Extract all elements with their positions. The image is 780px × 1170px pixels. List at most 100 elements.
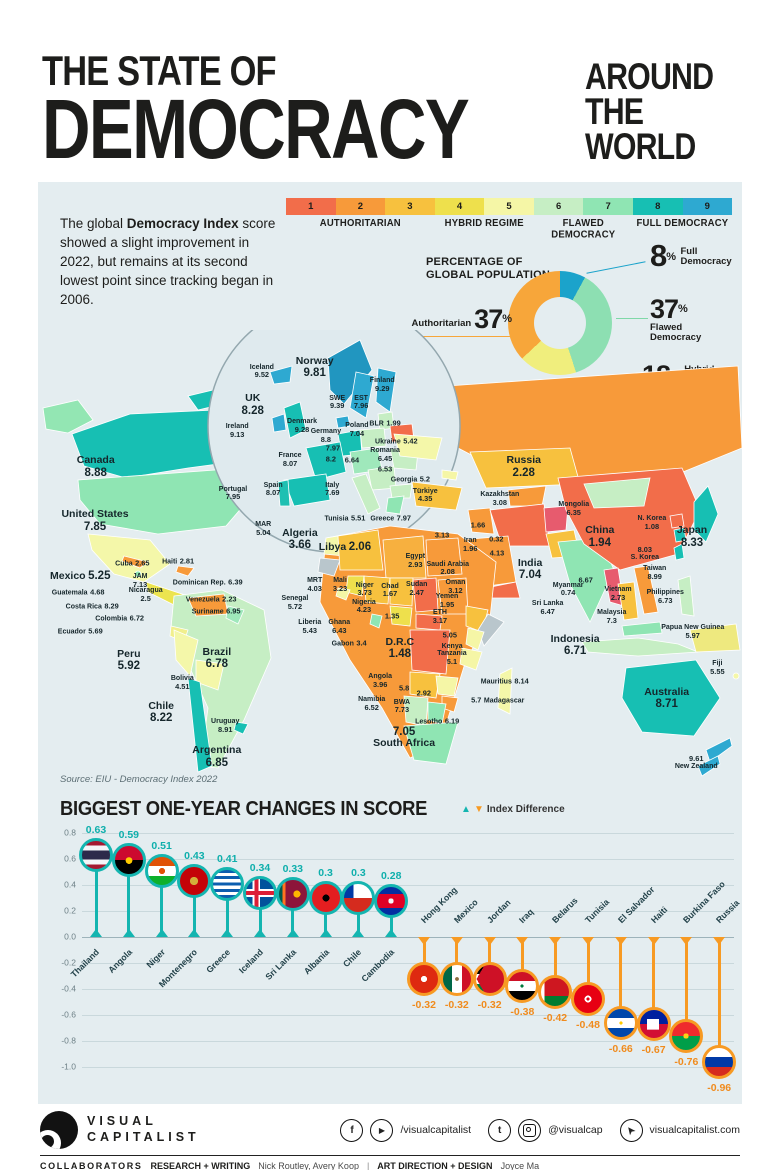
- axis-marker-niger: [155, 929, 168, 937]
- map-label-6-53: 6.53: [377, 464, 393, 474]
- youtube-icon[interactable]: ▶: [370, 1118, 394, 1142]
- value-label-el-salvador: -0.66: [608, 1042, 633, 1055]
- chile-shape: [187, 677, 213, 773]
- flag-icon-iceland: [243, 875, 277, 910]
- map-label-canada: Canada 8.88: [76, 454, 115, 479]
- source-note: Source: EIU - Democracy Index 2022: [60, 774, 218, 785]
- axis-marker-albania: [319, 929, 332, 937]
- twitter-handle[interactable]: @visualcap: [548, 1124, 603, 1136]
- stem-mexico: [455, 937, 459, 979]
- map-label-haiti: Haiti 2.81: [162, 556, 195, 566]
- stem-haiti: [652, 937, 656, 1025]
- legend-group-flawed-democracy: FLAWED DEMOCRACY: [551, 217, 616, 241]
- map-label-ecuador: Ecuador 5.69: [57, 626, 103, 636]
- flag-icon-jordan: [472, 961, 507, 996]
- art-direction-names: Joyce Ma: [500, 1161, 540, 1170]
- intro-bold: Democracy Index: [126, 215, 239, 231]
- map-label-8-2: 8.2: [325, 454, 336, 464]
- website-link[interactable]: visualcapitalist.com: [649, 1124, 740, 1136]
- category-label-russia: Russia: [714, 897, 742, 925]
- flag-icon-burkina-faso: [669, 1018, 704, 1053]
- brand: VISUAL CAPITALIST: [40, 1111, 200, 1149]
- instagram-icon[interactable]: [518, 1118, 542, 1142]
- gridline-0.8: [82, 833, 734, 834]
- map-label-5-05: 5.05: [442, 630, 458, 640]
- callout-line-flawed: [616, 318, 648, 319]
- legend-cell-1: 1: [286, 198, 336, 215]
- map-label-jam: JAM 7.13: [132, 573, 148, 589]
- flag-icon-montenegro: [177, 864, 212, 899]
- legend-group-full-democracy: FULL DEMOCRACY: [636, 217, 729, 229]
- africa: [317, 525, 513, 765]
- map-label-mongolia: Mongolia 6.35: [558, 501, 590, 517]
- value-label-hong-kong: -0.32: [412, 998, 436, 1011]
- flag-icon-haiti: [636, 1007, 671, 1042]
- libya-shape: [382, 535, 427, 579]
- map-label-nigeria: Nigeria 4.23: [352, 599, 376, 615]
- map-label-liberia: Liberia 5.43: [298, 619, 322, 635]
- flag-icon-greece: [210, 866, 245, 901]
- map-labels: Iceland 9.52 Norway 9.81 UK 8.28 Ireland 9.13 De…: [38, 330, 742, 800]
- map-label-japan: Japan 8.33: [676, 524, 708, 549]
- category-label-mexico: Mexico: [451, 897, 480, 925]
- europe-lens: [207, 330, 463, 553]
- map-label-swe: SWE 9.39: [329, 395, 346, 411]
- value-label-haiti: -0.67: [641, 1044, 666, 1057]
- map-label-denmark: Denmark 9.28: [287, 418, 317, 435]
- flag-icon-mexico: [439, 961, 474, 996]
- gridline--0.2: [82, 963, 734, 964]
- ytick-0.0: 0.0: [64, 931, 76, 942]
- category-label-belarus: Belarus: [550, 895, 580, 925]
- collaborators-row: COLLABORATORS RESEARCH + WRITING Nick Ro…: [40, 1155, 740, 1170]
- category-label-burkina-faso: Burkina Faso: [681, 879, 728, 925]
- flag-icon-tunisia: [571, 982, 605, 1017]
- map-label-france: France 8.07: [278, 452, 302, 468]
- map-label-1-66: 1.66: [470, 520, 486, 530]
- visualcapitalist-logo: [40, 1111, 78, 1149]
- research-writing-names: Nick Routley, Avery Koop: [258, 1161, 359, 1170]
- map-label-iceland: Iceland 9.52: [249, 364, 274, 380]
- map-label-germany: Germany 8.8: [310, 428, 342, 444]
- map-label-niger: Niger 3.73: [355, 582, 374, 598]
- axis-marker-sri-lanka: [286, 929, 299, 937]
- up-triangle-icon: ▲: [461, 804, 471, 815]
- gridline--0.8: [82, 1041, 734, 1042]
- callout-line-full: [586, 261, 646, 274]
- value-label-thailand: 0.63: [85, 824, 107, 837]
- map-label-china: China 1.94: [585, 524, 615, 549]
- value-label-cambodia: 0.28: [380, 869, 402, 882]
- gridline-0.0: [82, 937, 734, 938]
- map-label-d-r-c: D.R.C 1.48: [385, 636, 415, 661]
- axis-marker-jordan: [483, 937, 496, 945]
- donut-title: PERCENTAGE OF GLOBAL POPULATION: [426, 256, 550, 281]
- facebook-icon[interactable]: f: [340, 1118, 364, 1142]
- map-label-colombia: Colombia 6.72: [95, 613, 145, 623]
- down-triangle-icon: ▼: [473, 804, 484, 815]
- ytick-0.4: 0.4: [64, 879, 76, 890]
- map-label-ireland: Ireland 9.13: [225, 423, 249, 439]
- cursor-icon[interactable]: ➤: [619, 1118, 643, 1142]
- map-label-sudan: Sudan 2.47: [406, 581, 428, 597]
- legend-cell-5: 5: [484, 198, 534, 215]
- twitter-icon[interactable]: t: [488, 1118, 512, 1142]
- map-label-poland: Poland 7.04: [345, 422, 369, 438]
- footer: VISUAL CAPITALIST f ▶ /visualcapitalist …: [0, 1104, 780, 1170]
- map-label-est: EST 7.96: [353, 395, 369, 411]
- flag-icon-angola: [111, 843, 146, 878]
- map-label-peru: Peru 5.92: [117, 648, 141, 673]
- axis-marker-burkina-faso: [680, 937, 693, 945]
- axis-marker-el-salvador: [614, 937, 627, 945]
- legend-cell-6: 6: [533, 198, 584, 215]
- algeria-shape: [337, 529, 384, 571]
- map-label-6-64: 6.64: [344, 455, 360, 465]
- map-label-norway: Norway 9.81: [295, 354, 334, 380]
- axis-marker-angola: [122, 929, 135, 937]
- value-label-chile: 0.3: [351, 867, 366, 879]
- facebook-handle[interactable]: /visualcapitalist: [400, 1124, 472, 1136]
- header: THE STATE OF DEMOCRACY AROUND THE WORLD: [0, 0, 780, 182]
- stem-tunisia: [586, 937, 590, 1000]
- australia-shape: [621, 659, 721, 737]
- value-label-iraq: -0.38: [510, 1006, 535, 1019]
